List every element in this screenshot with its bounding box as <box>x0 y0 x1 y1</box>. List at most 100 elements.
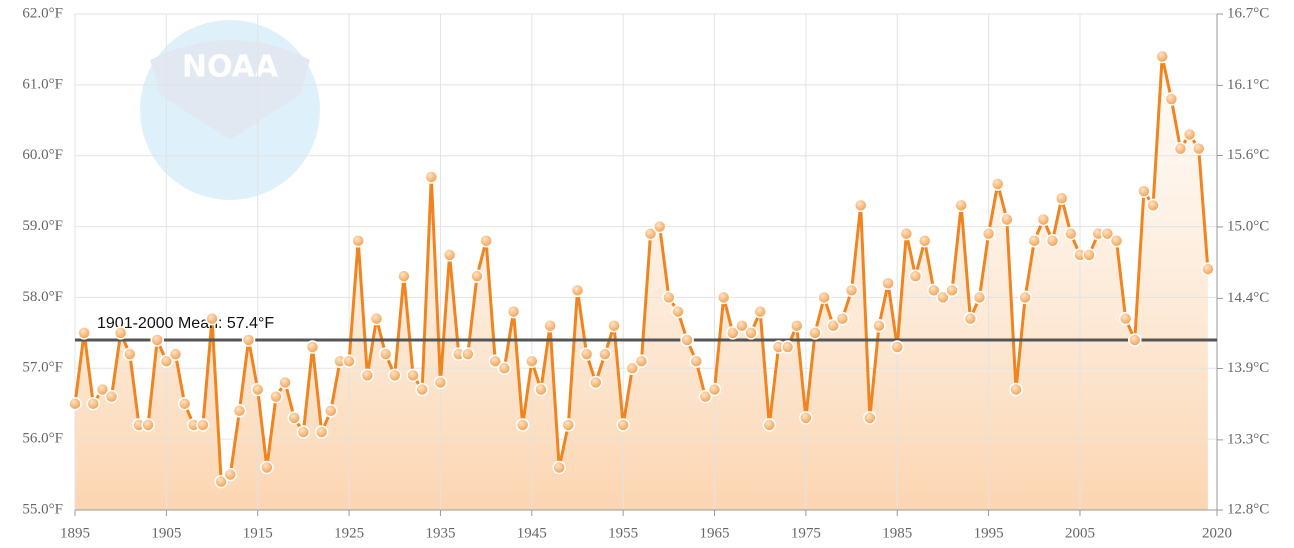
point <box>1054 191 1069 205</box>
point <box>1164 92 1179 106</box>
point <box>488 354 503 368</box>
point <box>826 319 841 333</box>
point <box>68 396 82 411</box>
point <box>890 340 904 354</box>
point <box>817 290 831 305</box>
y-tick-label: 61.0°F <box>22 76 63 92</box>
point <box>762 418 777 432</box>
point <box>899 226 914 241</box>
point <box>1045 233 1060 248</box>
y-tick-label: 56.0°F <box>22 431 63 447</box>
point <box>570 283 585 298</box>
point <box>1201 262 1215 276</box>
point <box>324 404 338 418</box>
y-tick-label: 62.0°F <box>22 5 63 21</box>
point <box>927 283 941 298</box>
x-tick-label: 1955 <box>608 525 638 541</box>
point <box>643 226 658 241</box>
point <box>525 354 539 368</box>
point <box>351 233 365 248</box>
point <box>378 347 393 361</box>
point <box>808 326 822 340</box>
point <box>735 319 749 333</box>
point <box>150 333 164 347</box>
point <box>689 354 703 368</box>
point <box>95 382 110 397</box>
point <box>1036 212 1051 227</box>
point <box>1191 141 1206 156</box>
point <box>652 219 667 234</box>
point <box>461 347 475 361</box>
point <box>789 319 804 333</box>
point <box>77 326 91 340</box>
point <box>223 467 238 482</box>
y2-tick-label: 16.7°C <box>1227 5 1269 21</box>
point <box>634 354 649 368</box>
point <box>442 248 457 262</box>
x-tick-label: 2005 <box>1065 525 1095 541</box>
point <box>1018 290 1032 305</box>
y-tick-label: 60.0°F <box>22 147 63 163</box>
point <box>506 304 521 319</box>
point <box>561 418 576 432</box>
point <box>1137 184 1151 198</box>
point <box>716 290 731 305</box>
point <box>141 418 155 432</box>
point <box>579 347 594 361</box>
point <box>205 311 219 326</box>
point <box>945 283 959 298</box>
point <box>123 347 137 361</box>
point <box>963 311 978 326</box>
point <box>707 382 722 397</box>
point <box>853 198 868 213</box>
point <box>159 354 174 368</box>
point <box>534 382 548 397</box>
point <box>881 276 895 291</box>
point <box>1155 49 1169 64</box>
point <box>863 411 877 425</box>
point <box>744 326 758 340</box>
y-tick-label: 57.0°F <box>22 360 63 376</box>
area <box>75 56 1208 511</box>
point <box>250 382 265 397</box>
point <box>305 340 320 354</box>
y2-tick-label: 16.1°C <box>1227 77 1269 93</box>
y-tick-label: 58.0°F <box>22 289 63 305</box>
point <box>470 269 484 283</box>
point <box>908 269 923 283</box>
y-tick-label: 55.0°F <box>22 501 63 517</box>
logo-text: NOAA <box>182 50 279 85</box>
point <box>1082 248 1096 262</box>
point <box>232 404 247 418</box>
point <box>214 474 228 489</box>
point <box>1009 382 1023 397</box>
point <box>662 290 676 305</box>
point <box>671 304 685 319</box>
x-tick-label: 1985 <box>882 525 912 541</box>
point <box>260 460 274 475</box>
point <box>726 326 740 340</box>
point <box>954 198 968 213</box>
point <box>844 283 859 298</box>
point <box>296 425 311 439</box>
point <box>360 368 375 383</box>
point <box>552 460 566 475</box>
x-tick-label: 1965 <box>700 525 730 541</box>
point <box>981 226 996 241</box>
point <box>415 382 429 397</box>
x-tick-label: 1945 <box>517 525 547 541</box>
x-tick-label: 1935 <box>425 525 455 541</box>
point <box>287 411 302 425</box>
point <box>625 361 640 376</box>
point <box>241 333 256 347</box>
point <box>314 425 329 439</box>
point <box>972 290 987 305</box>
point <box>369 311 384 326</box>
point <box>607 319 621 333</box>
point <box>269 389 283 404</box>
point <box>799 411 813 425</box>
y2-tick-label: 12.8°C <box>1227 501 1269 517</box>
y2-tick-label: 15.6°C <box>1227 147 1269 163</box>
point <box>1109 233 1124 248</box>
